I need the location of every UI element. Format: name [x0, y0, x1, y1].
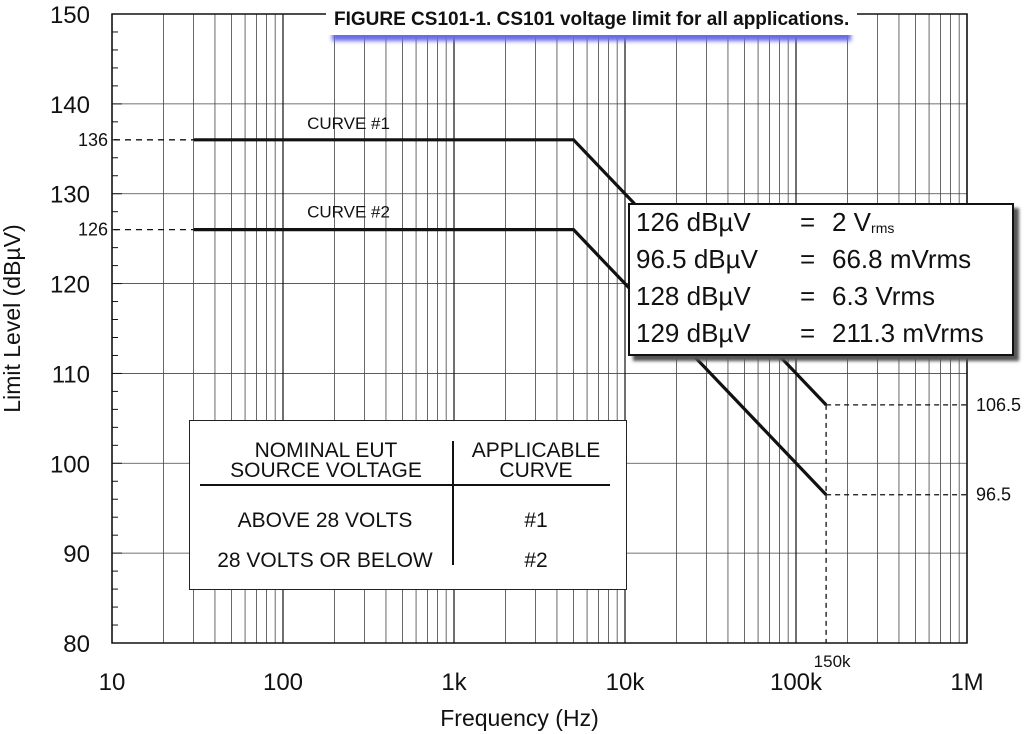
conversion-volts: 2 Vrms: [832, 207, 895, 237]
y-axis-label: Limit Level (dBµV): [0, 224, 25, 412]
conversion-row: 129 dBµV = 211.3 mVrms: [636, 318, 1010, 352]
series-label-curve-2: CURVE #2: [307, 203, 390, 222]
conversion-row: 96.5 dBµV = 66.8 mVrms: [636, 244, 1010, 278]
y-tick-label: 100: [50, 451, 90, 478]
conversion-volts: 6.3 Vrms: [832, 281, 936, 311]
x-tick-label: 100: [263, 669, 303, 696]
conversion-equals: =: [800, 207, 816, 237]
reference-markers: [114, 139, 967, 643]
figure-title: FIGURE CS101-1. CS101 voltage limit for …: [326, 5, 858, 35]
conversion-row: 126 dBµV = 2 Vrms: [636, 207, 1010, 241]
table-cell-curve: #1: [524, 509, 548, 532]
x-tick-label: 100k: [770, 669, 823, 696]
x-marker-label: 150k: [814, 652, 851, 671]
conversion-dbuv: 126 dBµV: [636, 207, 751, 237]
table-header-curve: APPLICABLE CURVE: [471, 439, 601, 482]
x-axis-label: Frequency (Hz): [440, 705, 598, 731]
conversion-equals: =: [800, 318, 816, 348]
y-tick-label: 140: [50, 92, 90, 119]
y-tick-label: 130: [50, 182, 90, 209]
table-cell-voltage: ABOVE 28 VOLTS: [237, 509, 413, 532]
applicable-curve-table: NOMINAL EUT SOURCE VOLTAGE APPLICABLE CU…: [189, 420, 627, 590]
table-divider-horizontal: [200, 484, 610, 486]
table-divider-vertical: [452, 441, 454, 565]
y-tick-label: 90: [63, 541, 90, 568]
y-tick-label: 80: [63, 631, 90, 658]
table-cell-voltage: 28 VOLTS OR BELOW: [217, 549, 433, 572]
conversion-volts: 211.3 mVrms: [832, 318, 984, 348]
conversion-box: 126 dBµV = 2 Vrms 96.5 dBµV = 66.8 mVrms…: [628, 203, 1014, 356]
conversion-volts: 66.8 mVrms: [832, 244, 972, 274]
x-tick-label: 10: [99, 669, 126, 696]
y-tick-label: 120: [50, 272, 90, 299]
series-line-curve-2: [193, 228, 828, 496]
series-label-curve-1: CURVE #1: [307, 114, 390, 133]
conversion-dbuv: 128 dBµV: [636, 281, 751, 311]
table-cell-curve: #2: [524, 549, 548, 572]
reference-label-right: 106.5: [976, 395, 1021, 415]
conversion-sub: rms: [871, 220, 895, 236]
reference-label-left: 126: [78, 220, 108, 240]
x-tick-label: 1k: [441, 669, 467, 696]
y-tick-label: 110: [52, 361, 90, 388]
conversion-dbuv: 129 dBµV: [636, 318, 751, 348]
reference-label-left: 136: [78, 130, 108, 150]
conversion-equals: =: [800, 244, 816, 274]
conversion-equals: =: [800, 281, 816, 311]
table-header-voltage: NOMINAL EUT SOURCE VOLTAGE: [230, 439, 422, 482]
x-tick-label: 10k: [606, 669, 646, 696]
x-tick-label: 1M: [950, 669, 983, 696]
conversion-row: 128 dBµV = 6.3 Vrms: [636, 281, 1010, 315]
reference-label-right: 96.5: [976, 485, 1011, 505]
figure-title-text: FIGURE CS101-1. CS101 voltage limit for …: [334, 9, 850, 30]
y-tick-label: 150: [50, 2, 90, 29]
conversion-dbuv: 96.5 dBµV: [636, 244, 758, 274]
